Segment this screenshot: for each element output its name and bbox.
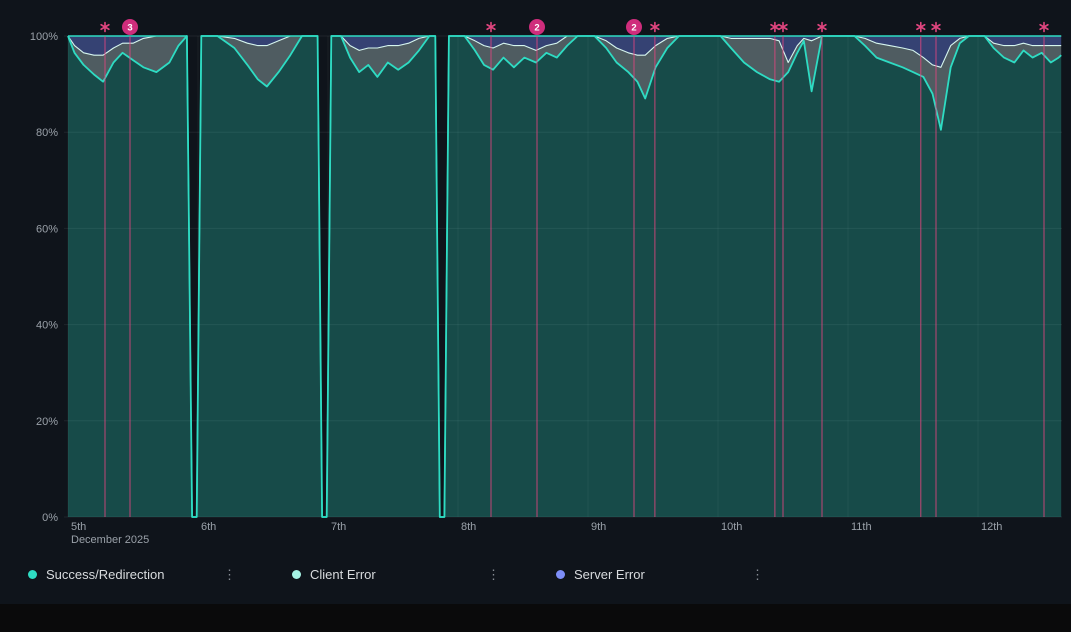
annotation-star-icon[interactable]	[778, 21, 788, 33]
annotation-star-icon[interactable]	[650, 21, 660, 33]
chart-canvas[interactable]: 0% 20% 40% 60% 80% 100% 5th 6th 7th 8th 9th 10th 11t…	[0, 0, 1071, 552]
annotation-star-icon[interactable]	[770, 21, 780, 33]
annotation-star-icon[interactable]	[916, 21, 926, 33]
y-axis-label: 40%	[36, 320, 58, 332]
y-axis-label: 20%	[36, 416, 58, 428]
success-series-color-dot	[28, 569, 37, 579]
kebab-menu-icon[interactable]: ⋮	[751, 566, 764, 582]
legend-item-server-error: Server Error ⋮	[556, 560, 768, 588]
legend-label-success-redirection[interactable]: Success/Redirection	[46, 566, 165, 582]
annotation-badge[interactable]: 2	[529, 19, 545, 35]
area-success-redirection	[68, 36, 1062, 517]
annotation-star-icon[interactable]	[1039, 21, 1049, 33]
kebab-menu-icon[interactable]: ⋮	[487, 566, 500, 582]
timeseries-chart[interactable]: 0% 20% 40% 60% 80% 100% 5th 6th 7th 8th 9th 10th 11t…	[0, 0, 1071, 552]
x-axis-label: 7th	[331, 521, 346, 533]
annotation-badge[interactable]: 3	[122, 19, 138, 35]
y-axis-label: 100%	[30, 31, 58, 43]
x-axis-label: 9th	[591, 521, 606, 533]
x-axis-label: 8th	[461, 521, 476, 533]
line-success-redirection	[67, 35, 1062, 518]
annotation-badge[interactable]: 2	[626, 19, 642, 35]
svg-text:2: 2	[631, 23, 636, 34]
y-axis-label: 60%	[36, 223, 58, 235]
svg-text:3: 3	[127, 23, 132, 34]
legend-label-server-error[interactable]: Server Error	[574, 566, 645, 582]
chart-legend: Success/Redirection ⋮ Client Error ⋮ Ser…	[28, 560, 820, 588]
annotation-star-icon[interactable]	[100, 21, 110, 33]
client-error-series-color-dot	[292, 569, 301, 579]
y-axis-label: 80%	[36, 127, 58, 139]
line-server-error	[68, 35, 1062, 518]
kebab-menu-icon[interactable]: ⋮	[223, 566, 236, 582]
x-axis-label: 11th	[851, 521, 872, 533]
bottom-bar	[0, 604, 1071, 632]
legend-label-client-error[interactable]: Client Error	[310, 566, 376, 582]
x-axis-month-label: December 2025	[71, 534, 149, 546]
x-axis-label: 12th	[981, 521, 1002, 533]
server-error-series-color-dot	[556, 569, 565, 579]
legend-item-success-redirection: Success/Redirection ⋮	[28, 560, 240, 588]
y-axis-label: 0%	[42, 512, 58, 524]
x-axis-label: 10th	[721, 521, 742, 533]
x-axis-label: 5th	[71, 521, 86, 533]
legend-item-client-error: Client Error ⋮	[292, 560, 504, 588]
svg-text:2: 2	[534, 23, 539, 34]
annotation-star-icon[interactable]	[817, 21, 827, 33]
annotation-star-icon[interactable]	[486, 21, 496, 33]
annotation-star-icon[interactable]	[931, 21, 941, 33]
x-axis-label: 6th	[201, 521, 216, 533]
